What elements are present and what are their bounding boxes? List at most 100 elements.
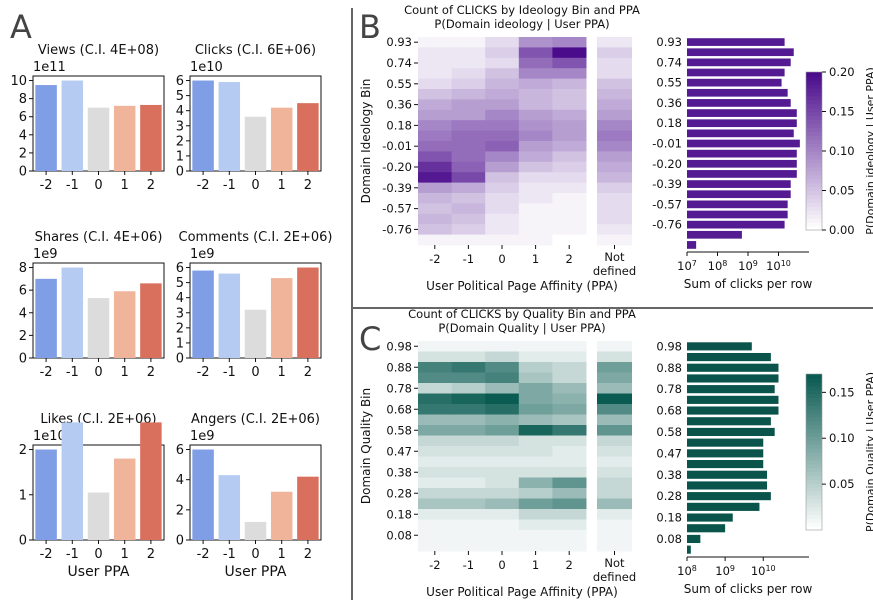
colorbar-step [806,206,822,211]
row-sum-bar [687,109,797,117]
colorbar-step [806,170,822,176]
y-tick-label: 0.55 [386,77,412,91]
heatmap-cell [418,383,453,394]
colorbar-step [806,455,822,461]
heatmap-cell [552,203,587,215]
x-tick-label: 1 [121,178,129,193]
heatmap-cell [485,224,520,236]
colorbar-step [806,75,822,81]
bar--2 [35,449,57,540]
colorbar-tick-label: 0.20 [829,65,855,79]
heatmap-cell [552,37,587,48]
bar--1 [61,267,84,358]
colorbar-step [806,194,822,199]
heatmap-cell [597,404,632,415]
heatmap-cell [451,224,486,236]
y-tick-label: 0.55 [656,76,682,90]
colorbar-step [806,475,822,480]
heatmap-cell [451,109,486,121]
heatmap-cell [418,341,453,352]
x-tick-label: -1 [66,178,79,193]
y-tick-label: 0.58 [386,423,412,437]
heatmap-cell [518,393,553,405]
x-tick-label: 1 [532,558,539,572]
x-tick-label: 2 [147,547,155,562]
heatmap-cell [597,393,632,405]
colorbar-tick-label: 0.10 [829,431,855,445]
heatmap-cell [552,161,587,173]
colorbar-tick-label: 0.00 [829,223,855,237]
heatmap-cell [597,57,632,69]
y-tick-label: 2 [176,134,184,149]
x-tick-label: 108 [677,564,697,579]
heatmap-cell [518,213,553,225]
heatmap-cell [418,47,453,59]
colorbar-step [806,99,822,105]
bar-1 [270,107,293,171]
row-sum-bar [687,459,764,469]
row-sum-bar [687,230,742,239]
heatmap-cell [451,477,486,489]
heatmap-cell [451,141,486,152]
colorbar-step [806,222,822,227]
heatmap-cell [597,425,632,436]
colorbar-tick-label: 0.10 [829,144,855,158]
y-tick-label: 0.18 [656,116,682,130]
colorbar-step [806,491,822,496]
x-tick-label-not: Not [604,556,625,570]
x-tick-label: -2 [40,365,53,380]
x-tick-label-defined: defined [593,570,636,584]
heatmap-cell [451,383,486,394]
sci-exponent-label: 1e9 [190,429,215,444]
y-tick-label: 3 [176,119,184,134]
x-axis-label: User PPA [225,564,287,580]
heatmap-cell [552,498,587,510]
heatmap-cell [485,213,520,225]
y-tick-label: 5 [176,276,184,291]
heatmap-cell [552,172,587,184]
bar-chart-likes: Likes (C.I. 2E+06) 1e10 0 1 2 -2 -1 0 1 2 User PPA [19,412,165,580]
row-sum-bar [687,139,800,148]
heatmap-cell [451,540,486,552]
heatmap-cell [451,530,486,541]
colorbar-step [806,436,822,441]
heatmap-cell [552,530,587,541]
y-tick-label: -0.76 [652,218,682,232]
heatmap-cell [418,203,453,215]
colorbar-step [806,95,822,101]
y-tick-label: 6 [176,443,184,458]
bar--1 [61,422,84,540]
heatmap-cell [451,182,486,194]
heatmap-cell [418,477,453,489]
heatmap-cell [485,234,520,246]
y-tick-label: -0.57 [382,202,412,216]
bar-2 [140,422,162,540]
heatmap-cell [597,488,632,499]
colorbar-step [806,139,822,144]
heatmap-cell [418,425,453,436]
heatmap-cell [418,530,453,541]
y-tick-label: -0.01 [382,139,412,153]
heatmap-cell [518,224,553,236]
colorbar-step [806,405,822,410]
colorbar-step [806,381,822,387]
bar-0 [87,107,110,171]
heatmap-cell [518,182,553,194]
y-tick-label: 5 [176,89,184,104]
heatmap-cell [451,509,486,520]
heatmap-cell [451,213,486,225]
heatmap-cell [418,193,453,204]
colorbar-step [806,479,822,484]
heatmap-cell [485,393,520,405]
y-tick-label: 0.18 [386,507,412,521]
heatmap-cell [552,68,587,80]
heatmap-cell [451,351,486,363]
colorbar-step [806,467,822,473]
heatmap-cell [597,467,632,478]
heatmap-cell [485,425,520,436]
y-tick-label: 0.47 [386,444,412,458]
heatmap-cell [485,172,520,184]
hbar-x-axis-label: Sum of clicks per row [684,277,813,291]
y-tick-label: 0 [176,165,184,180]
heatmap-cell [485,540,520,552]
